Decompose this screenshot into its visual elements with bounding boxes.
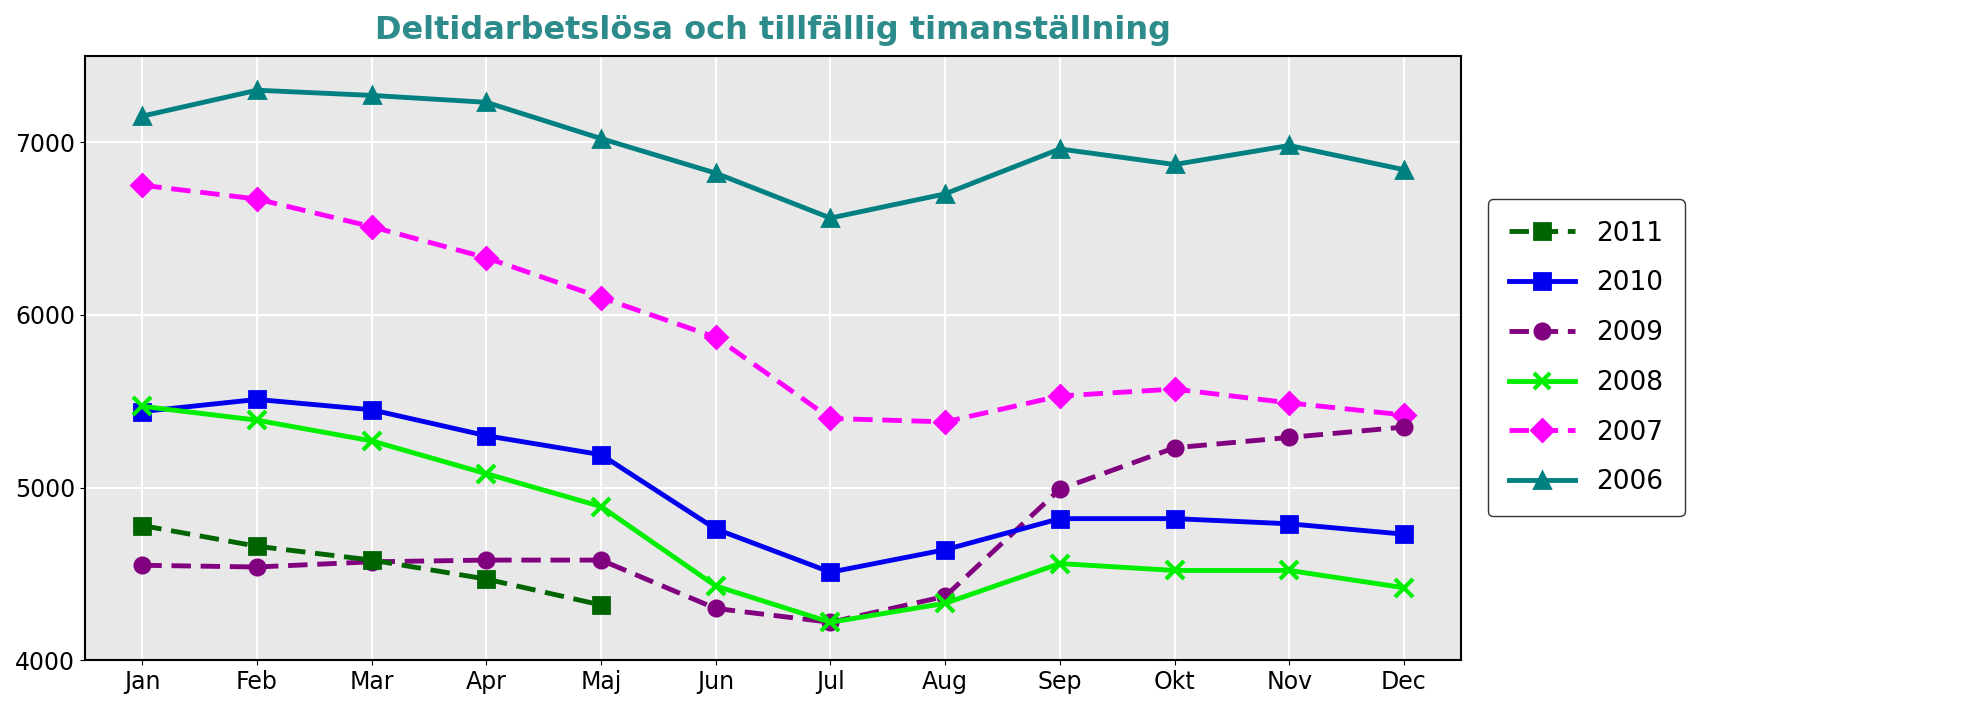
Legend: 2011, 2010, 2009, 2008, 2007, 2006: 2011, 2010, 2009, 2008, 2007, 2006	[1487, 199, 1685, 516]
Title: Deltidarbetslösa och tillfällig timanställning: Deltidarbetslösa och tillfällig timanstä…	[376, 15, 1171, 46]
